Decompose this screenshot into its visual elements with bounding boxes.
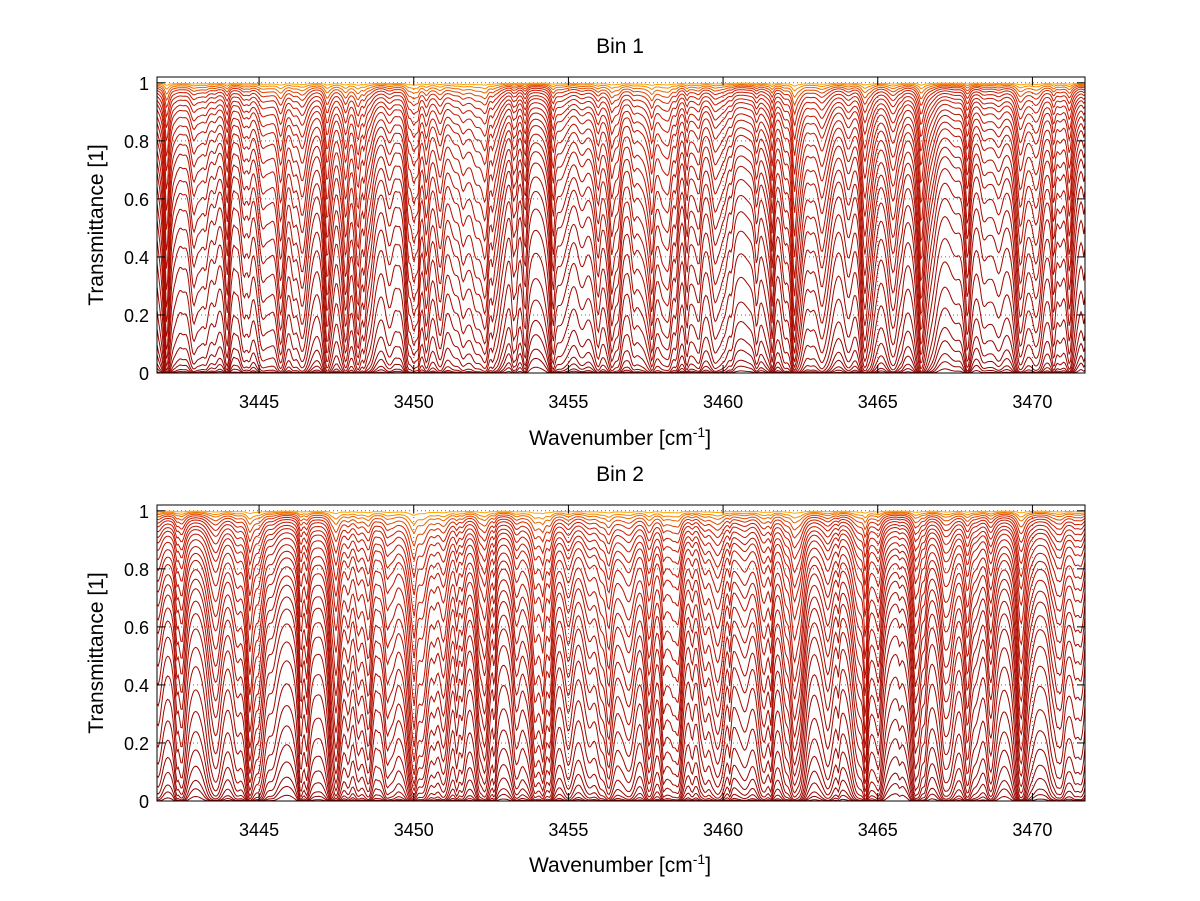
series-line-29 xyxy=(156,83,1086,92)
series-line-29 xyxy=(157,511,1086,526)
y-tick-label: 0.8 xyxy=(124,560,149,580)
y-axis-label: Transmittance [1] xyxy=(85,572,108,733)
x-tick-label: 3460 xyxy=(703,392,743,412)
x-tick-label: 3470 xyxy=(1012,392,1052,412)
series-line-14 xyxy=(156,142,1086,332)
series-line-13 xyxy=(156,151,1086,343)
series-line-8 xyxy=(156,229,1086,373)
series-lines xyxy=(156,82,1086,374)
series-line-26 xyxy=(156,514,1086,562)
series-line-12 xyxy=(156,591,1086,797)
y-axis-label: Transmittance [1] xyxy=(85,144,108,305)
series-line-30 xyxy=(157,510,1086,516)
y-tick-label: 0.6 xyxy=(124,618,149,638)
series-line-25 xyxy=(156,87,1086,126)
y-tick-label: 0.8 xyxy=(124,132,149,152)
series-line-14 xyxy=(156,571,1086,787)
y-tick-label: 0.4 xyxy=(124,676,149,696)
x-tick-label: 3460 xyxy=(703,820,743,840)
x-tick-label: 3450 xyxy=(394,820,434,840)
y-tick-label: 0.4 xyxy=(124,248,149,268)
y-tick-label: 0 xyxy=(139,364,149,384)
x-tick-label: 3450 xyxy=(394,392,434,412)
series-line-18 xyxy=(156,542,1086,730)
x-tick-label: 3470 xyxy=(1012,820,1052,840)
series-line-5 xyxy=(156,299,1086,374)
series-line-19 xyxy=(156,107,1086,237)
series-line-9 xyxy=(156,635,1086,802)
series-line-7 xyxy=(156,676,1086,802)
series-line-20 xyxy=(156,102,1086,213)
chart-panel-bin-2: Bin 2 3445 3450 3455 3460 3465 3470 0 0.2 0.4 0.6… xyxy=(85,463,1086,877)
tick-marks: 3445 3450 3455 3460 3465 3470 0 0.2 0.4 0.6 0.8 1 xyxy=(124,74,1085,412)
series-line-15 xyxy=(156,133,1086,316)
series-line-21 xyxy=(156,526,1086,659)
series-line-24 xyxy=(156,518,1086,596)
series-line-10 xyxy=(156,190,1086,369)
series-line-5 xyxy=(156,718,1086,802)
series-lines xyxy=(156,510,1086,802)
y-tick-label: 0.2 xyxy=(124,734,149,754)
series-line-4 xyxy=(156,738,1086,802)
series-line-27 xyxy=(156,85,1086,107)
x-tick-label: 3445 xyxy=(239,820,279,840)
series-line-22 xyxy=(156,95,1086,175)
series-line-26 xyxy=(156,86,1086,116)
series-line-21 xyxy=(156,98,1086,192)
series-line-17 xyxy=(156,118,1086,279)
tick-marks: 3445 3450 3455 3460 3465 3470 0 0.2 0.4 0.6 0.8 1 xyxy=(124,502,1085,840)
series-line-15 xyxy=(156,563,1086,776)
series-line-28 xyxy=(157,512,1086,535)
x-tick-label: 3465 xyxy=(858,392,898,412)
series-line-22 xyxy=(156,523,1086,639)
y-tick-label: 1 xyxy=(139,74,149,94)
x-tick-label: 3455 xyxy=(548,820,588,840)
chart-title: Bin 1 xyxy=(596,35,644,58)
series-line-11 xyxy=(156,176,1086,363)
series-line-9 xyxy=(156,208,1086,372)
series-line-23 xyxy=(156,521,1086,617)
chart-title: Bin 2 xyxy=(596,463,644,486)
series-line-3 xyxy=(156,756,1086,802)
series-line-20 xyxy=(156,530,1086,682)
series-line-6 xyxy=(156,698,1086,802)
series-line-17 xyxy=(156,548,1086,748)
series-line-12 xyxy=(156,162,1086,354)
series-line-8 xyxy=(156,653,1086,802)
y-tick-label: 0.2 xyxy=(124,306,149,326)
series-line-27 xyxy=(156,513,1086,548)
axes-frame xyxy=(156,504,1086,802)
series-line-19 xyxy=(156,536,1086,706)
series-line-6 xyxy=(156,278,1086,374)
series-line-18 xyxy=(156,112,1086,258)
series-line-7 xyxy=(156,252,1086,374)
series-line-25 xyxy=(156,516,1086,578)
x-axis-label: Wavenumber [cm-1] xyxy=(529,424,711,450)
y-tick-label: 1 xyxy=(139,502,149,522)
series-line-16 xyxy=(156,554,1086,762)
series-line-4 xyxy=(156,319,1086,374)
series-line-13 xyxy=(156,580,1086,792)
x-tick-label: 3445 xyxy=(239,392,279,412)
x-tick-label: 3465 xyxy=(858,820,898,840)
series-line-16 xyxy=(156,125,1086,297)
x-axis-label: Wavenumber [cm-1] xyxy=(529,851,711,877)
y-tick-label: 0.6 xyxy=(124,190,149,210)
series-line-10 xyxy=(156,617,1086,801)
x-tick-label: 3455 xyxy=(548,392,588,412)
series-line-28 xyxy=(156,84,1086,99)
axes-frame xyxy=(156,76,1086,374)
y-tick-label: 0 xyxy=(139,792,149,812)
series-line-11 xyxy=(156,603,1086,799)
series-line-24 xyxy=(156,89,1086,140)
series-line-30 xyxy=(156,82,1085,87)
chart-panel-bin-1: Bin 1 3445 3450 3455 3460 3465 3470 0 0.2 0.4 0.6… xyxy=(85,35,1086,450)
series-line-23 xyxy=(156,92,1086,156)
